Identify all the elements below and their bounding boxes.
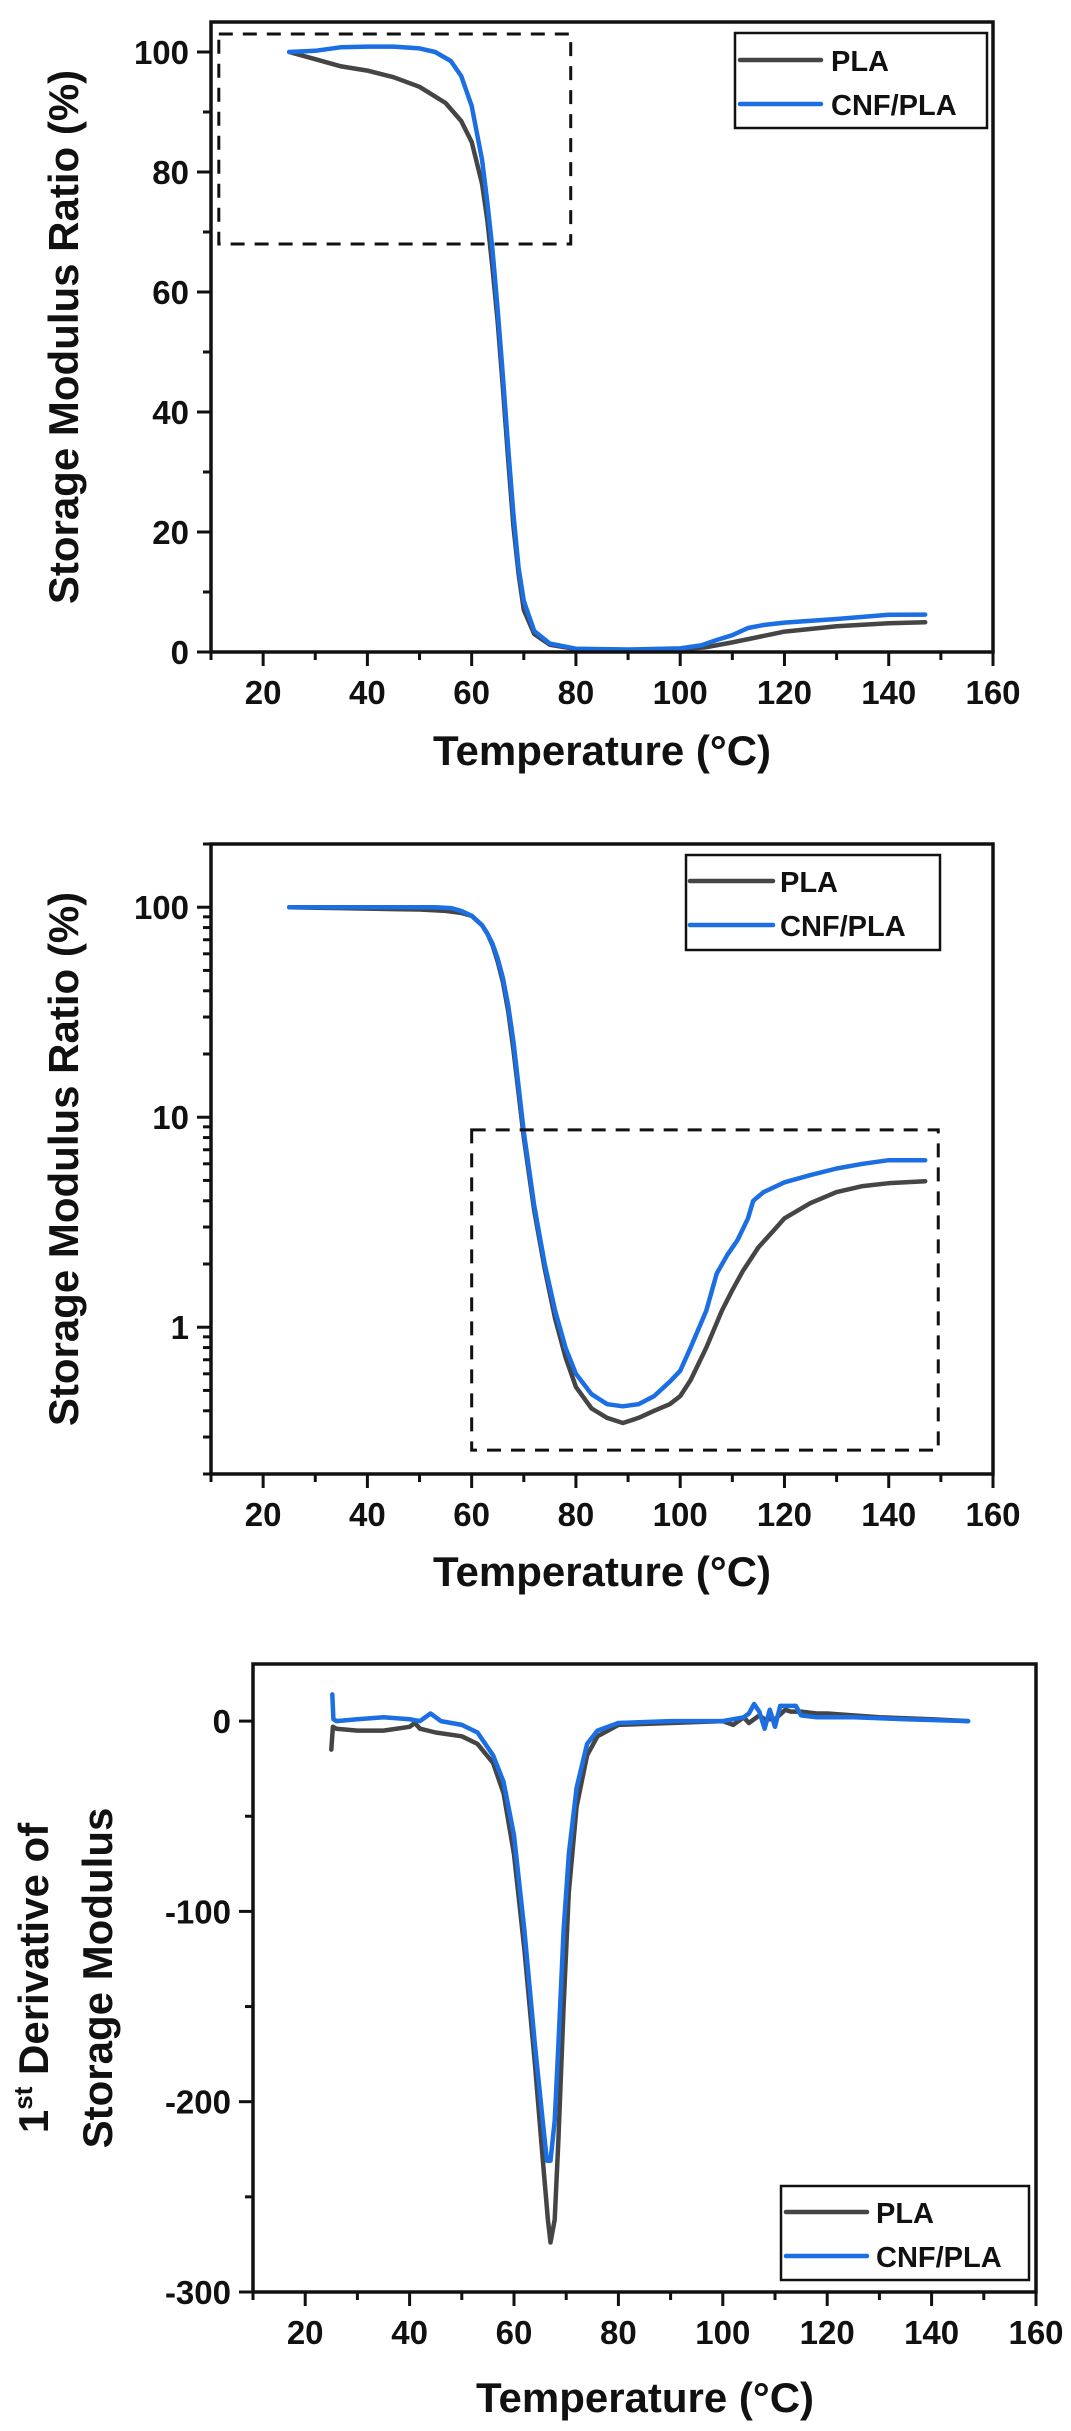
highlight-box <box>470 1128 940 1452</box>
chart-storage-modulus-linear: 20 40 60 80 100 120 140 160 0 20 40 60 80 100 Storage… <box>40 20 1021 774</box>
legend-label-cnf-pla: CNF/PLA <box>780 911 906 943</box>
y-tick-label: -300 <box>165 2274 231 2311</box>
y-axis-title: Storage Modulus Ratio (%) <box>40 70 87 604</box>
x-axis-title: Temperature (°C) <box>433 1548 771 1595</box>
x-tick-label: 140 <box>861 674 916 711</box>
x-tick-label: 20 <box>287 2314 324 2351</box>
series-line-cnf-pla <box>286 44 928 652</box>
plot-area: 20 40 60 80 100 120 140 160 1 10 100 <box>134 842 1021 1533</box>
plot-area: 20 40 60 80 100 120 140 160 0 -100 -200 -300 <box>165 1662 1064 2351</box>
y-tick-label: 60 <box>152 274 189 311</box>
y-tick-label: 1 <box>171 1309 189 1346</box>
x-tick-label: 60 <box>496 2314 533 2351</box>
legend: PLA CNF/PLA <box>733 31 989 130</box>
x-tick-label: 100 <box>695 2314 750 2351</box>
y-tick-label: -200 <box>165 2084 231 2121</box>
y-axis-title-line2: Storage Modulus <box>74 1808 121 2149</box>
legend-label-cnf-pla: CNF/PLA <box>831 90 957 122</box>
legend-label-cnf-pla: CNF/PLA <box>876 2242 1002 2274</box>
x-tick-label: 160 <box>1008 2314 1063 2351</box>
legend: PLA CNF/PLA <box>779 2184 1031 2282</box>
x-tick-label: 160 <box>965 1496 1020 1533</box>
x-tick-label: 140 <box>904 2314 959 2351</box>
legend-label-pla: PLA <box>876 2198 934 2230</box>
legend-box <box>684 853 942 952</box>
x-tick-label: 80 <box>558 1496 595 1533</box>
x-axis-title: Temperature (°C) <box>433 727 771 774</box>
x-axis-title: Temperature (°C) <box>476 2374 814 2421</box>
y-tick-label: 10 <box>152 1099 189 1136</box>
y-tick-label: 100 <box>134 889 189 926</box>
chart-storage-modulus-log: 20 40 60 80 100 120 140 160 1 10 100 Storage Modul… <box>40 842 1021 1595</box>
x-tick-label: 80 <box>600 2314 637 2351</box>
y-tick-label: 20 <box>152 514 189 551</box>
y-axis-title-line1: 1st Derivative of <box>8 1822 57 2133</box>
y-axis-title: Storage Modulus Ratio (%) <box>40 892 87 1426</box>
x-tick-label: 140 <box>861 1496 916 1533</box>
y-tick-label: 80 <box>152 154 189 191</box>
series-line-cnf-pla <box>286 904 928 1409</box>
y-tick-label: 0 <box>213 1703 231 1740</box>
x-tick-label: 20 <box>245 674 282 711</box>
x-tick-label: 40 <box>349 674 386 711</box>
y-axis-title-rest: Derivative of <box>10 1822 57 2087</box>
series-line-pla <box>329 1707 971 2245</box>
x-tick-label: 60 <box>453 674 490 711</box>
y-tick-label: 0 <box>171 634 189 671</box>
series-line-cnf-pla <box>330 1692 971 2163</box>
x-tick-label: 40 <box>391 2314 428 2351</box>
chart-storage-modulus-derivative: 20 40 60 80 100 120 140 160 0 -100 -200 -300 1st De… <box>8 1662 1064 2421</box>
x-tick-label: 120 <box>757 674 812 711</box>
x-tick-label: 40 <box>349 1496 386 1533</box>
x-tick-label: 20 <box>245 1496 282 1533</box>
x-tick-label: 120 <box>800 2314 855 2351</box>
y-axis-title-superscript: st <box>8 2086 38 2109</box>
y-tick-label: -100 <box>165 1893 231 1930</box>
x-tick-label: 100 <box>653 674 708 711</box>
legend: PLA CNF/PLA <box>684 853 942 952</box>
legend-box <box>733 31 989 130</box>
highlight-box <box>217 32 573 246</box>
y-tick-label: 100 <box>134 34 189 71</box>
x-tick-label: 160 <box>965 674 1020 711</box>
x-tick-label: 100 <box>653 1496 708 1533</box>
legend-label-pla: PLA <box>831 46 889 78</box>
legend-label-pla: PLA <box>780 867 838 899</box>
x-tick-label: 60 <box>453 1496 490 1533</box>
x-tick-label: 120 <box>757 1496 812 1533</box>
x-tick-label: 80 <box>558 674 595 711</box>
plot-frame <box>251 1662 1038 2294</box>
legend-box <box>779 2184 1031 2282</box>
plot-frame <box>209 842 995 1476</box>
plot-area: 20 40 60 80 100 120 140 160 0 20 40 60 80 100 <box>134 20 1021 711</box>
y-axis-title-main: 1 <box>10 2110 57 2133</box>
plot-frame <box>209 20 995 654</box>
y-tick-label: 40 <box>152 394 189 431</box>
